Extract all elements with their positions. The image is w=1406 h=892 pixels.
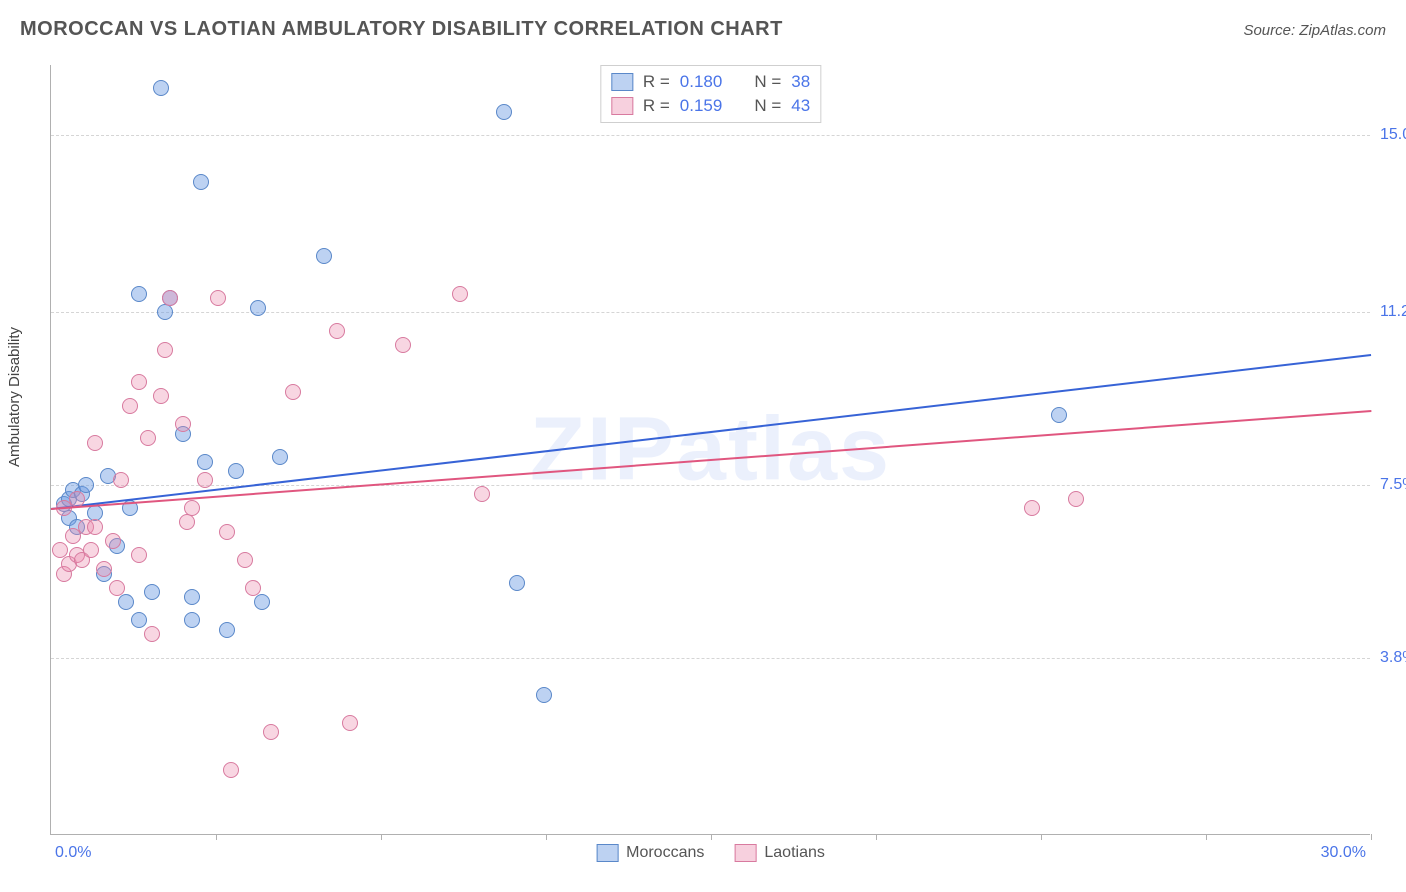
data-point	[87, 519, 103, 535]
x-tick	[1371, 834, 1372, 840]
y-axis-label: Ambulatory Disability	[6, 327, 23, 467]
data-point	[228, 463, 244, 479]
chart-container: Ambulatory Disability ZIPatlas R =0.180N…	[0, 47, 1406, 887]
data-point	[223, 762, 239, 778]
data-point	[122, 398, 138, 414]
data-point	[250, 300, 266, 316]
regression-line	[51, 354, 1371, 510]
data-point	[263, 724, 279, 740]
data-point	[144, 584, 160, 600]
data-point	[153, 388, 169, 404]
x-tick	[876, 834, 877, 840]
y-tick-label: 11.2%	[1372, 303, 1406, 321]
data-point	[536, 687, 552, 703]
data-point	[157, 304, 173, 320]
data-point	[184, 612, 200, 628]
x-tick	[1206, 834, 1207, 840]
gridline	[51, 658, 1370, 659]
data-point	[1068, 491, 1084, 507]
data-point	[179, 514, 195, 530]
data-point	[78, 477, 94, 493]
data-point	[184, 500, 200, 516]
legend-label: Moroccans	[626, 844, 704, 862]
data-point	[219, 524, 235, 540]
regression-line	[51, 410, 1371, 510]
x-tick	[546, 834, 547, 840]
data-point	[162, 290, 178, 306]
data-point	[219, 622, 235, 638]
data-point	[496, 104, 512, 120]
data-point	[184, 589, 200, 605]
data-point	[157, 342, 173, 358]
data-point	[395, 337, 411, 353]
data-point	[83, 542, 99, 558]
legend-statistics: R = 0.180 N = 38 R = 0.159 N = 43	[600, 65, 821, 123]
legend-item: Laotians	[734, 844, 825, 862]
data-point	[193, 174, 209, 190]
n-value: 38	[791, 72, 810, 92]
y-tick-label: 7.5%	[1372, 476, 1406, 494]
data-point	[131, 612, 147, 628]
x-max-label: 30.0%	[1321, 844, 1366, 862]
data-point	[131, 547, 147, 563]
chart-title: MOROCCAN VS LAOTIAN AMBULATORY DISABILIT…	[20, 18, 783, 41]
data-point	[237, 552, 253, 568]
legend-swatch	[596, 844, 618, 862]
data-point	[210, 290, 226, 306]
data-point	[509, 575, 525, 591]
x-tick	[381, 834, 382, 840]
legend-swatch	[611, 97, 633, 115]
n-value: 43	[791, 96, 810, 116]
r-label: R =	[643, 72, 670, 92]
data-point	[272, 449, 288, 465]
scatter-plot: ZIPatlas R =0.180N =38R =0.159N =43 Moro…	[50, 65, 1370, 835]
n-label: N =	[754, 72, 781, 92]
x-tick	[216, 834, 217, 840]
gridline	[51, 312, 1370, 313]
data-point	[140, 430, 156, 446]
data-point	[1051, 407, 1067, 423]
x-tick	[1041, 834, 1042, 840]
legend-item: Moroccans	[596, 844, 704, 862]
data-point	[197, 472, 213, 488]
data-point	[316, 248, 332, 264]
data-point	[144, 626, 160, 642]
data-point	[105, 533, 121, 549]
legend-swatch	[734, 844, 756, 862]
data-point	[131, 374, 147, 390]
data-point	[109, 580, 125, 596]
r-value: 0.159	[680, 96, 723, 116]
legend-stat-row: R = 0.180 N = 38	[611, 70, 810, 94]
y-tick-label: 15.0%	[1372, 126, 1406, 144]
data-point	[118, 594, 134, 610]
r-label: R =	[643, 96, 670, 116]
x-min-label: 0.0%	[55, 844, 91, 862]
data-point	[113, 472, 129, 488]
data-point	[131, 286, 147, 302]
gridline	[51, 135, 1370, 136]
data-point	[474, 486, 490, 502]
n-label: N =	[754, 96, 781, 116]
data-point	[245, 580, 261, 596]
data-point	[1024, 500, 1040, 516]
source-label: Source: ZipAtlas.com	[1243, 22, 1386, 39]
data-point	[452, 286, 468, 302]
y-tick-label: 3.8%	[1372, 649, 1406, 667]
legend-swatch	[611, 73, 633, 91]
data-point	[87, 435, 103, 451]
legend-label: Laotians	[764, 844, 825, 862]
data-point	[285, 384, 301, 400]
legend-series: Moroccans Laotians	[596, 844, 825, 862]
header-row: MOROCCAN VS LAOTIAN AMBULATORY DISABILIT…	[0, 0, 1406, 47]
r-value: 0.180	[680, 72, 723, 92]
data-point	[175, 416, 191, 432]
legend-stat-row: R = 0.159 N = 43	[611, 94, 810, 118]
x-tick	[711, 834, 712, 840]
data-point	[153, 80, 169, 96]
data-point	[342, 715, 358, 731]
data-point	[254, 594, 270, 610]
data-point	[197, 454, 213, 470]
data-point	[96, 561, 112, 577]
data-point	[329, 323, 345, 339]
